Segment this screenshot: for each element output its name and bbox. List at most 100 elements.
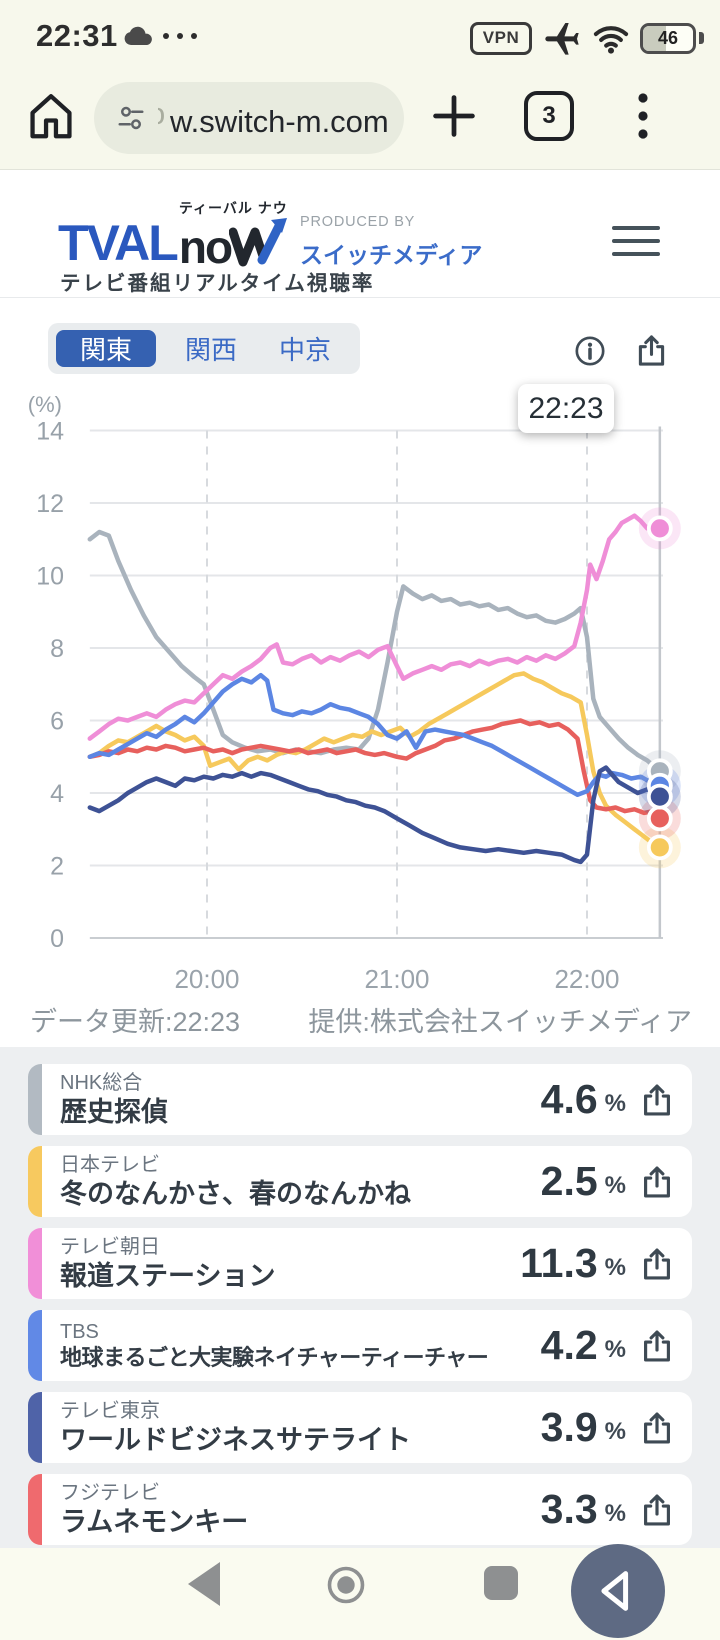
- battery-nub: [699, 32, 704, 44]
- svg-text:14: 14: [36, 418, 64, 446]
- svg-text:12: 12: [36, 490, 64, 518]
- provider-label: 提供:株式会社スイッチメディア: [308, 1007, 692, 1037]
- logo-w-arrow-icon: [229, 218, 288, 267]
- floating-back-arrow-icon: [601, 1571, 629, 1611]
- new-tab-button[interactable]: [428, 90, 480, 142]
- svg-text:0: 0: [50, 925, 64, 953]
- produced-by-label: PRODUCED BY: [300, 214, 416, 230]
- channel-color-accent: [28, 1474, 42, 1545]
- browser-toolbar: ow.switch-m.com 3: [0, 64, 720, 170]
- logo-tagline: テレビ番組リアルタイム視聴率: [60, 272, 375, 295]
- region-tabs: 関東 関西 中京: [48, 323, 361, 374]
- info-icon[interactable]: [573, 334, 607, 368]
- vpn-icon: VPN: [470, 21, 532, 55]
- channel-card[interactable]: テレビ朝日 報道ステーション 11.3%: [28, 1228, 692, 1299]
- share-button[interactable]: [638, 1491, 676, 1529]
- svg-text:22:00: 22:00: [554, 964, 619, 994]
- status-bar: 22:31 VPN 46: [0, 0, 720, 64]
- nav-home-button[interactable]: [324, 1563, 368, 1607]
- home-button[interactable]: [24, 88, 78, 144]
- svg-text:20:00: 20:00: [174, 964, 239, 994]
- svg-text:21:00: 21:00: [364, 964, 429, 994]
- channel-name: テレビ朝日: [60, 1235, 160, 1258]
- channel-color-accent: [28, 1228, 42, 1299]
- share-chart-icon[interactable]: [633, 332, 670, 369]
- rating-unit: %: [604, 1499, 626, 1527]
- channel-card[interactable]: TBS 地球まるごと大実験ネイチャーティーチャー 4.2%: [28, 1310, 692, 1381]
- svg-text:6: 6: [50, 708, 64, 736]
- browser-menu-button[interactable]: [636, 88, 650, 144]
- logo-now-text: no: [178, 220, 233, 273]
- logo-tval-text: TVAL: [58, 215, 179, 271]
- channel-list: NHK総合 歴史探偵 4.6% 日本テレビ 冬のなんかさ、春のなんかね 2.5% テレビ朝日…: [0, 1047, 720, 1548]
- floating-back-button[interactable]: [571, 1544, 665, 1638]
- nav-back-button[interactable]: [188, 1562, 220, 1606]
- url-bar[interactable]: ow.switch-m.com: [94, 82, 404, 154]
- share-button[interactable]: [638, 1409, 676, 1447]
- share-icon: [644, 1165, 670, 1198]
- chart-section: 関東 関西 中京 22:23 0 2 4 6 8 10 12 14 (%) 20:00 21:00 22:…: [0, 298, 720, 1047]
- rating-unit: %: [604, 1253, 626, 1281]
- ratings-chart[interactable]: 0 2 4 6 8 10 12 14(%) 20:00 21:00 22:00: [0, 390, 720, 1000]
- share-icon: [644, 1411, 670, 1444]
- wifi-icon: [593, 26, 629, 54]
- tab-switcher-button[interactable]: 3: [524, 91, 574, 141]
- channel-name: フジテレビ: [60, 1481, 160, 1504]
- tab-count: 3: [542, 102, 556, 129]
- program-title: ラムネモンキー: [60, 1506, 249, 1537]
- channel-name: テレビ東京: [60, 1399, 160, 1422]
- tvalnow-logo[interactable]: TVAL ティーバル ナウ no: [58, 198, 288, 273]
- rating-unit: %: [604, 1335, 626, 1363]
- svg-text:8: 8: [50, 635, 64, 663]
- airplane-mode-icon: [545, 23, 579, 55]
- svg-text:4: 4: [50, 780, 64, 808]
- channel-card[interactable]: NHK総合 歴史探偵 4.6%: [28, 1064, 692, 1135]
- channel-card[interactable]: テレビ東京 ワールドビジネスサテライト 3.9%: [28, 1392, 692, 1463]
- rating-unit: %: [604, 1417, 626, 1445]
- nav-recents-button[interactable]: [484, 1566, 518, 1600]
- program-title: 冬のなんかさ、春のなんかね: [60, 1178, 411, 1209]
- battery-icon: 46: [640, 22, 696, 54]
- program-title: 地球まるごと大実験ネイチャーティーチャー: [60, 1344, 489, 1370]
- share-button[interactable]: [638, 1081, 676, 1119]
- channel-name: NHK総合: [60, 1071, 143, 1094]
- region-tab-関西[interactable]: 関西: [185, 335, 238, 365]
- rating-value: 2.5: [540, 1158, 598, 1204]
- site-header: [0, 171, 720, 298]
- rating-value: 3.9: [540, 1404, 598, 1450]
- rating-value: 4.6: [540, 1076, 598, 1122]
- svg-text:10: 10: [36, 563, 64, 591]
- producer-link[interactable]: スイッチメディア: [300, 242, 483, 268]
- chart-cursor-tooltip: 22:23: [518, 384, 614, 433]
- logo-kana-text: ティーバル ナウ: [178, 200, 288, 216]
- menu-button[interactable]: [612, 226, 660, 256]
- share-icon: [644, 1083, 670, 1116]
- share-button[interactable]: [638, 1327, 676, 1365]
- rating-unit: %: [604, 1171, 626, 1199]
- channel-name: 日本テレビ: [60, 1153, 160, 1176]
- share-button[interactable]: [638, 1245, 676, 1283]
- rating-unit: %: [604, 1089, 626, 1117]
- url-text: ow.switch-m.com: [158, 96, 389, 139]
- site-settings-icon[interactable]: [116, 103, 146, 133]
- share-icon: [644, 1493, 670, 1526]
- share-icon: [644, 1247, 670, 1280]
- channel-card[interactable]: フジテレビ ラムネモンキー 3.3%: [28, 1474, 692, 1545]
- rating-value: 4.2: [540, 1322, 598, 1368]
- program-title: ワールドビジネスサテライト: [60, 1424, 411, 1455]
- weather-cloud-icon: [124, 26, 152, 45]
- channel-card[interactable]: 日本テレビ 冬のなんかさ、春のなんかね 2.5%: [28, 1146, 692, 1217]
- svg-text:2: 2: [50, 853, 64, 881]
- region-tab-中京[interactable]: 中京: [279, 335, 332, 365]
- share-button[interactable]: [638, 1163, 676, 1201]
- browser-chrome: 22:31 VPN 46 ow.switch-m.com 3: [0, 0, 720, 170]
- clock: 22:31: [36, 18, 118, 53]
- rating-value: 11.3: [520, 1240, 598, 1286]
- channel-name: TBS: [60, 1320, 99, 1343]
- channel-color-accent: [28, 1064, 42, 1135]
- region-tab-関東[interactable]: 関東: [56, 330, 157, 367]
- program-title: 報道ステーション: [60, 1260, 276, 1291]
- data-updated-label: データ更新:22:23: [30, 1007, 241, 1037]
- channel-color-accent: [28, 1392, 42, 1463]
